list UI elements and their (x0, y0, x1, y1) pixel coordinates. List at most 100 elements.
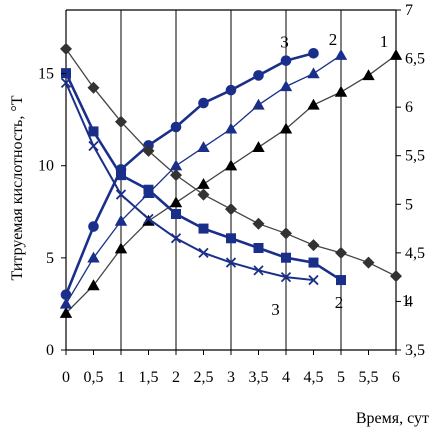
square-marker (308, 257, 319, 268)
diamond-marker (115, 115, 127, 128)
series-line (64, 52, 314, 296)
square-marker (171, 209, 181, 219)
y-right-tick-label: 7 (405, 2, 413, 19)
x-tick-label: 0,5 (84, 369, 104, 386)
square-marker (281, 252, 291, 263)
cross-marker (225, 257, 237, 268)
series-1-group (59, 48, 348, 309)
y-right-tick-label: 4,5 (405, 245, 425, 262)
cross-marker-stroke (88, 140, 99, 152)
x-tick-label: 6 (392, 369, 400, 386)
x-tick-label: 3,5 (249, 369, 269, 386)
triangle-marker (87, 251, 100, 263)
labels-layer: 3 2 1 3 2 1 (271, 30, 410, 319)
diamond-marker (390, 270, 402, 283)
circle-marker (88, 221, 99, 232)
y-axis-title: Титруемая кислотность, °Т (9, 95, 26, 280)
diamond-marker (335, 246, 347, 259)
series-5-group (60, 77, 319, 286)
cross-marker (60, 77, 72, 88)
cross-marker-stroke (115, 189, 127, 200)
triangle-marker (197, 141, 210, 152)
triangle-marker (169, 196, 183, 208)
x-tick-label: 5,5 (359, 369, 379, 386)
cross-marker-stroke (60, 77, 72, 88)
circle-marker (60, 289, 72, 301)
cross-marker-stroke (225, 257, 237, 268)
series-end-label: 1 (380, 32, 389, 51)
cross-marker-stroke (280, 272, 292, 283)
cross-marker-stroke (198, 247, 209, 258)
circle-marker (198, 97, 209, 109)
cross-marker-stroke (308, 274, 319, 286)
ticks-layer: 0 0,5 1 1,5 2 2,5 3 3,5 4 4,5 5 5,5 60510153,544,555… (38, 2, 425, 386)
triangle-marker (252, 98, 265, 110)
series-end-label: 1 (402, 291, 411, 310)
y-right-tick-label: 4 (405, 293, 413, 310)
y-right-tick-label: 6,5 (405, 51, 425, 68)
series-end-label: 2 (335, 293, 344, 312)
series-end-label: 3 (280, 32, 289, 51)
triangle-marker (334, 85, 348, 97)
cross-marker-stroke (253, 265, 264, 276)
circle-marker (253, 70, 264, 81)
triangle-marker (307, 98, 320, 110)
series-layer (59, 42, 403, 318)
cross-marker-stroke (143, 213, 154, 224)
triangle-marker (334, 48, 348, 60)
circle-marker (170, 121, 182, 133)
y-right-tick-label: 5 (405, 196, 413, 213)
diamond-marker (362, 256, 375, 269)
triangle-marker (114, 214, 128, 226)
series-end-label: 3 (271, 300, 280, 319)
y-left-tick-label: 10 (38, 158, 54, 175)
circle-marker (225, 84, 237, 96)
y-left-tick-label: 5 (46, 250, 54, 267)
triangle-marker (59, 306, 73, 318)
square-marker (253, 243, 264, 253)
y-right-tick-label: 6 (405, 99, 413, 116)
cross-marker (88, 140, 99, 152)
diamond-marker (225, 203, 237, 216)
y-left-tick-label: 15 (38, 66, 54, 83)
triangle-marker (114, 242, 128, 254)
series-end-label: 2 (329, 30, 338, 49)
triangle-marker (197, 177, 210, 189)
cross-marker (253, 265, 264, 276)
y-right-tick-label: 5,5 (405, 148, 425, 165)
square-marker (226, 233, 236, 244)
triangle-marker (59, 297, 73, 309)
cross-marker (143, 213, 154, 224)
x-tick-label: 5 (337, 369, 345, 386)
grid-layer (120, 10, 342, 350)
x-tick-label: 1,5 (139, 369, 159, 386)
series-line (65, 82, 314, 282)
circle-marker (280, 55, 292, 66)
diamond-marker (170, 169, 182, 182)
cross-marker (115, 189, 127, 200)
x-tick-label: 0 (62, 369, 70, 386)
x-tick-label: 3 (227, 369, 235, 386)
diamond-marker (87, 81, 100, 94)
x-tick-label: 1 (117, 369, 125, 386)
series-4-group (61, 68, 346, 286)
triangle-marker (279, 122, 293, 134)
triangle-marker (307, 67, 320, 79)
triangle-marker (142, 214, 155, 226)
square-marker (116, 170, 126, 181)
triangle-marker (362, 69, 375, 81)
triangle-marker (87, 279, 100, 291)
diamond-marker (252, 217, 265, 230)
x-tick-label: 4 (282, 369, 290, 386)
diamond-marker (197, 188, 210, 201)
y-right-tick-label: 3,5 (405, 342, 425, 359)
cross-marker (170, 233, 182, 244)
diamond-marker (60, 42, 72, 55)
square-marker (143, 184, 154, 195)
circle-marker (308, 48, 319, 59)
triangle-marker (279, 80, 293, 92)
diamond-marker (280, 227, 292, 240)
x-axis-title: Время, сут (356, 410, 429, 427)
